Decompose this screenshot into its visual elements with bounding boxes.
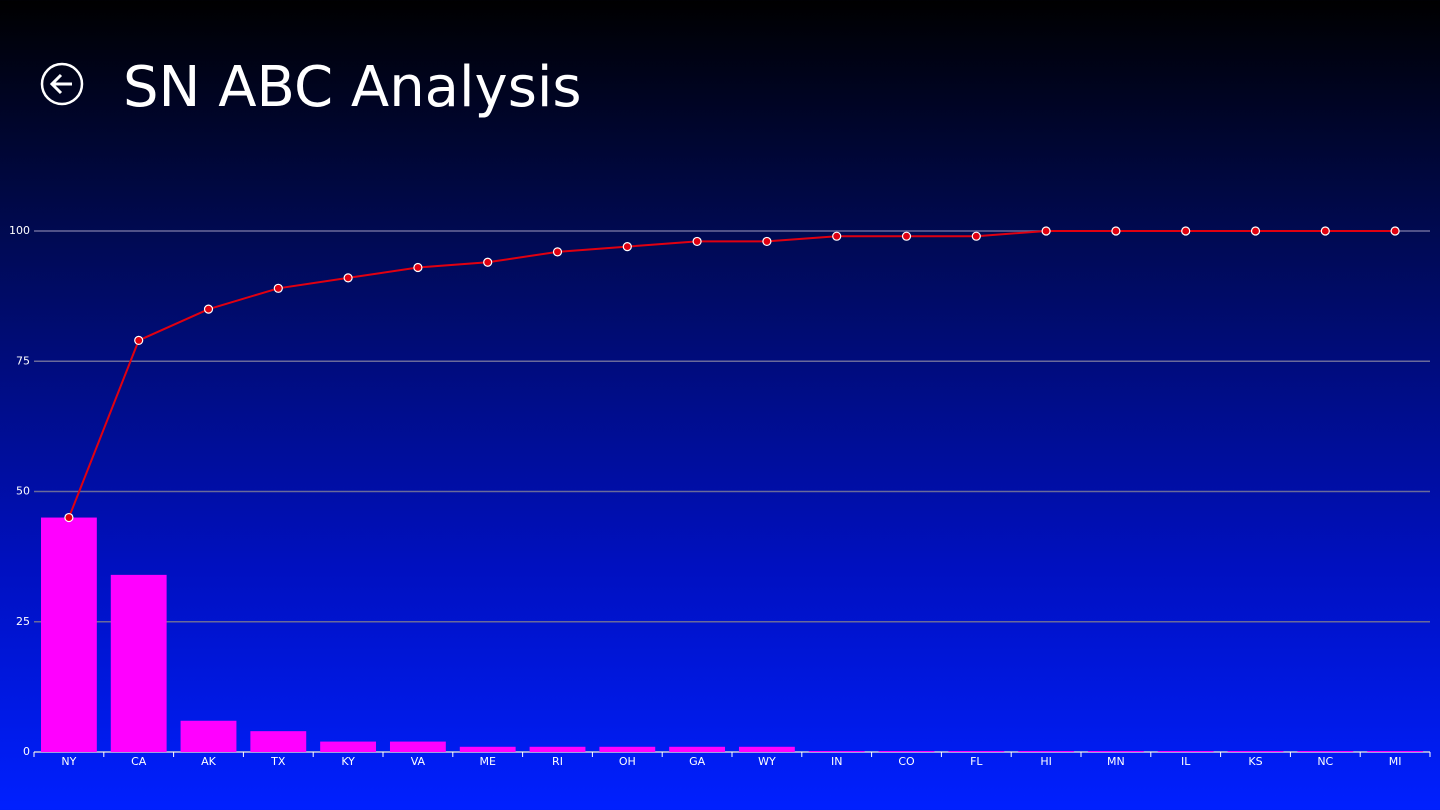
line-point [1181,226,1191,236]
line-point [762,236,772,247]
x-tick-label: TX [270,755,286,768]
line-point [483,257,493,267]
bar [1018,751,1075,752]
x-tick-label: CO [898,755,915,768]
x-tick-label: WY [758,755,776,768]
x-tick-label: IN [831,755,842,768]
line-point [1041,226,1051,236]
bar [40,517,97,752]
cumulative-line [67,230,1396,518]
y-tick-label: 0 [23,745,30,758]
y-tick-label: 25 [16,615,30,628]
bar [1157,751,1214,752]
x-tick-label: KY [341,755,355,768]
bar [808,751,865,752]
bar [459,746,516,752]
x-tick-label: KS [1248,755,1262,768]
bar [389,741,446,752]
line-point [1320,226,1330,236]
x-tick-label: NY [61,755,76,768]
bar [529,746,586,752]
x-tick-label: RI [552,755,563,768]
x-tick-label: CA [131,755,147,768]
x-tick-label: AK [201,755,217,768]
line-point [134,335,144,346]
line-point [832,231,842,241]
line-point [692,236,702,247]
y-tick-label: 75 [16,354,30,367]
bar [250,731,307,752]
line-point [343,273,353,283]
bar [669,746,726,752]
bar [1087,751,1144,752]
line-point [203,304,214,314]
bar [878,751,935,752]
line-point [273,283,283,293]
y-tick-label: 100 [9,224,30,237]
x-tick-label: ME [479,755,495,768]
y-tick-label: 50 [16,485,30,498]
x-tick-label: VA [411,755,426,768]
bar [180,720,237,752]
bar [948,751,1005,752]
line-point [971,231,981,241]
x-tick-label: IL [1181,755,1191,768]
x-tick-label: GA [689,755,706,768]
line-point [622,242,632,252]
line-point [901,231,912,241]
back-arrow[interactable] [49,73,72,95]
line-point [1111,226,1121,236]
x-tick-label: NC [1317,755,1333,768]
back-button[interactable] [40,62,84,106]
bar [1367,751,1424,752]
bar [599,746,656,752]
bar [1227,751,1284,752]
page-title: SN ABC Analysis [123,55,582,120]
line-point [552,247,563,257]
bar [738,746,795,752]
x-tick-label: MN [1107,755,1125,768]
bar [110,574,167,752]
bar [320,741,377,752]
x-tick-label: FL [970,755,983,768]
x-tick-label: MI [1389,755,1402,768]
x-tick-label: HI [1040,755,1052,768]
x-tick-label: OH [619,755,636,768]
line-point [64,512,74,523]
line-point [1390,226,1400,236]
line-point [413,262,423,273]
back-button-circle[interactable] [40,62,84,106]
line-point [1250,226,1261,236]
bar [1297,751,1354,752]
